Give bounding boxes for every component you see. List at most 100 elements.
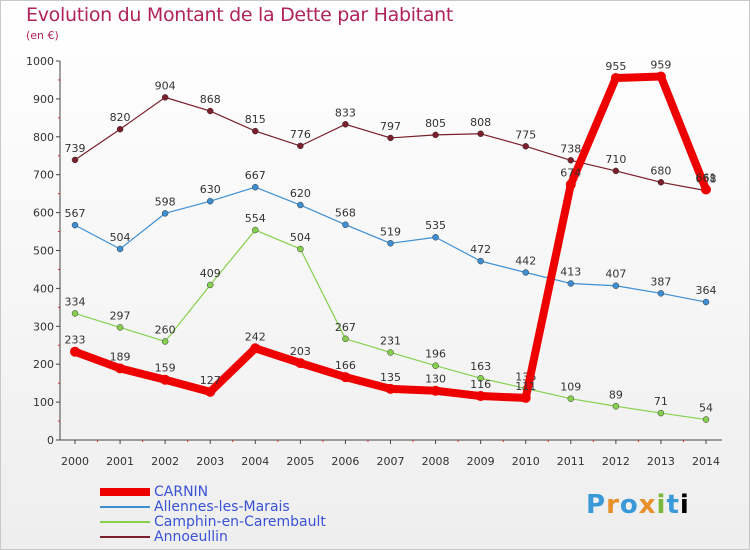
y-tick-label: 1000	[26, 55, 54, 68]
data-label-camphin-en-carembault: 109	[560, 381, 581, 394]
data-label-allennes-les-marais: 387	[650, 275, 671, 288]
data-label-allennes-les-marais: 442	[515, 254, 536, 267]
data-label-annoeullin: 738	[560, 142, 581, 155]
data-label-carnin: 111	[515, 380, 536, 393]
data-point-camphin-en-carembault	[116, 324, 124, 331]
y-tick-label: 700	[33, 169, 54, 182]
data-point-carnin	[430, 385, 441, 396]
data-label-carnin: 203	[290, 345, 311, 358]
data-point-allennes-les-marais	[702, 298, 710, 306]
data-point-carnin	[205, 386, 216, 397]
x-tick-label: 2013	[647, 455, 675, 468]
data-label-camphin-en-carembault: 267	[335, 321, 356, 334]
data-label-allennes-les-marais: 364	[696, 284, 717, 297]
data-label-annoeullin: 904	[155, 79, 176, 92]
data-point-allennes-les-marais	[252, 183, 259, 191]
data-point-allennes-les-marais	[387, 240, 394, 247]
data-point-annoeullin	[297, 142, 304, 150]
x-tick-label: 2006	[331, 455, 359, 468]
data-label-camphin-en-carembault: 231	[380, 334, 401, 347]
data-label-annoeullin: 710	[605, 153, 626, 166]
data-point-camphin-en-carembault	[657, 409, 665, 417]
data-label-camphin-en-carembault: 89	[609, 388, 623, 401]
data-point-carnin	[115, 363, 126, 374]
legend-item-camphin: Camphin-en-Carembault	[100, 514, 326, 530]
data-label-camphin-en-carembault: 71	[654, 395, 668, 408]
data-point-annoeullin	[612, 167, 620, 175]
y-tick-label: 200	[33, 358, 54, 371]
data-label-carnin: 674	[560, 167, 581, 180]
data-point-camphin-en-carembault	[161, 338, 169, 345]
data-point-allennes-les-marais	[297, 201, 304, 209]
data-point-camphin-en-carembault	[612, 403, 620, 410]
data-point-annoeullin	[206, 107, 214, 115]
data-label-carnin: 127	[200, 374, 221, 387]
data-point-carnin	[610, 73, 621, 84]
data-label-allennes-les-marais: 567	[65, 207, 86, 220]
y-tick-label: 100	[33, 396, 54, 409]
legend-label-allennes: Allennes-les-Marais	[154, 498, 290, 515]
data-point-annoeullin	[342, 121, 349, 128]
y-tick-label: 600	[33, 207, 54, 220]
x-tick-label: 2000	[61, 455, 89, 468]
data-label-camphin-en-carembault: 297	[110, 309, 131, 322]
data-label-allennes-les-marais: 413	[560, 265, 581, 278]
data-label-carnin: 130	[425, 373, 446, 386]
data-point-camphin-en-carembault	[432, 362, 439, 369]
data-point-camphin-en-carembault	[477, 374, 484, 382]
data-label-camphin-en-carembault: 504	[290, 231, 311, 244]
data-point-camphin-en-carembault	[567, 395, 575, 402]
data-point-carnin	[701, 184, 711, 195]
y-tick-label: 300	[33, 320, 54, 333]
data-point-allennes-les-marais	[567, 280, 575, 287]
data-point-allennes-les-marais	[657, 290, 665, 297]
data-label-allennes-les-marais: 535	[425, 219, 446, 232]
legend-swatch-carnin	[100, 487, 150, 496]
data-label-camphin-en-carembault: 334	[65, 295, 86, 308]
chart-subtitle: (en €)	[26, 29, 59, 42]
x-tick-label: 2002	[151, 455, 179, 468]
data-label-allennes-les-marais: 620	[290, 187, 311, 200]
proxiti-logo: Proxiti	[586, 490, 690, 520]
data-label-camphin-en-carembault: 554	[245, 212, 266, 225]
data-label-carnin: 116	[470, 378, 491, 391]
data-label-camphin-en-carembault: 54	[699, 402, 713, 415]
data-point-annoeullin	[252, 127, 259, 135]
data-label-allennes-les-marais: 407	[605, 268, 626, 281]
data-point-annoeullin	[387, 134, 394, 142]
data-point-annoeullin	[116, 125, 124, 133]
data-label-annoeullin: 776	[290, 128, 311, 141]
x-tick-label: 2009	[467, 455, 495, 468]
legend-label-carnin: CARNIN	[154, 483, 209, 500]
data-point-carnin	[250, 343, 261, 354]
data-label-allennes-les-marais: 630	[200, 183, 221, 196]
legend: CARNIN Allennes-les-Marais Camphin-en-Ca…	[100, 483, 326, 545]
data-point-camphin-en-carembault	[387, 349, 394, 356]
y-tick-label: 800	[33, 131, 54, 144]
data-label-allennes-les-marais: 519	[380, 225, 401, 238]
data-point-annoeullin	[522, 143, 529, 150]
data-point-carnin	[70, 346, 80, 357]
data-label-carnin: 955	[605, 60, 626, 73]
x-tick-label: 2001	[106, 455, 134, 468]
series-line-annoeullin	[74, 96, 707, 192]
data-label-carnin: 242	[245, 330, 266, 343]
data-point-allennes-les-marais	[161, 210, 169, 217]
data-point-annoeullin	[567, 157, 575, 164]
data-point-allennes-les-marais	[342, 221, 349, 228]
data-point-carnin	[520, 392, 531, 403]
data-point-allennes-les-marais	[432, 233, 439, 241]
data-point-camphin-en-carembault	[342, 335, 349, 343]
data-point-annoeullin	[71, 156, 79, 164]
data-label-allennes-les-marais: 598	[155, 195, 176, 208]
data-point-carnin	[340, 372, 351, 383]
data-point-annoeullin	[432, 131, 439, 139]
data-point-annoeullin	[477, 130, 484, 138]
x-tick-label: 2003	[196, 455, 224, 468]
data-point-allennes-les-marais	[612, 282, 620, 289]
data-label-annoeullin: 680	[650, 164, 671, 177]
data-point-allennes-les-marais	[71, 221, 79, 229]
data-label-annoeullin: 868	[200, 93, 221, 106]
